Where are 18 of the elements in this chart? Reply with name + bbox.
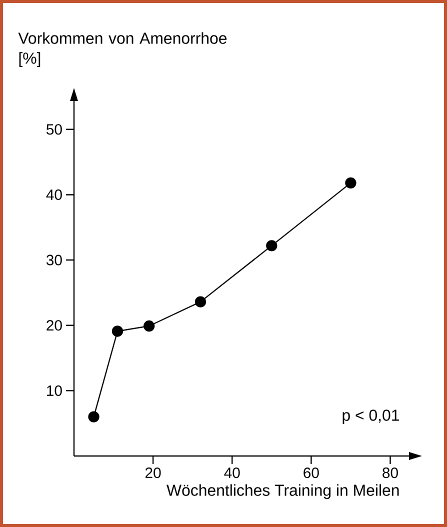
point xyxy=(194,296,206,308)
x-tick-label: 80 xyxy=(382,467,398,478)
x-tick-label: 20 xyxy=(146,467,161,478)
y-axis-title: Vorkommen von Amenorrhoe [%] xyxy=(18,32,227,67)
point xyxy=(88,411,100,422)
y-tick-label: 30 xyxy=(46,254,62,266)
point xyxy=(345,177,356,189)
y-tick-label: 40 xyxy=(46,189,62,200)
y-tick-label: 20 xyxy=(46,320,62,331)
y-tick-label: 10 xyxy=(47,385,62,396)
point xyxy=(112,326,124,337)
point xyxy=(266,240,278,252)
x-axis-title: Wöchentliches Training in Meilen xyxy=(166,484,399,500)
x-tick-label: 40 xyxy=(224,467,240,478)
y-tick-label: 50 xyxy=(46,124,62,135)
point xyxy=(144,320,155,332)
x-tick-label: 60 xyxy=(304,467,319,478)
annotation: p < 0,01 xyxy=(342,410,399,424)
